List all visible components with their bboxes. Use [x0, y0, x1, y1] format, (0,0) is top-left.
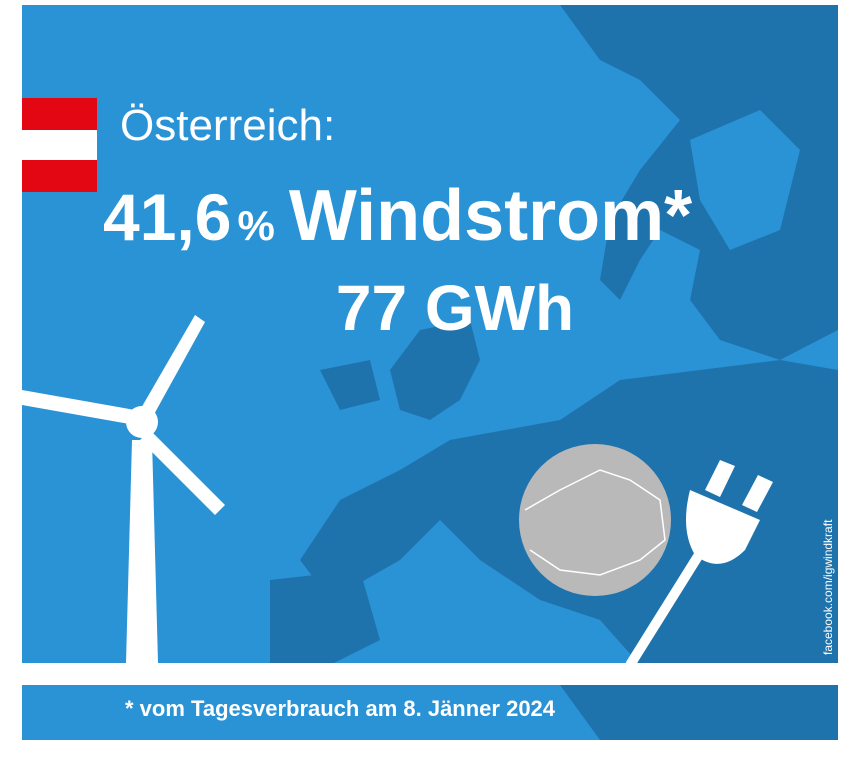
plug [625, 460, 773, 668]
share-unit: % [237, 202, 274, 249]
headline: 41,6% Windstrom* [103, 176, 692, 256]
label: Windstrom* [289, 176, 692, 256]
country: Österreich: [120, 101, 335, 150]
energy: 77 GWh [336, 272, 574, 344]
map [22, 5, 838, 740]
flag [22, 98, 97, 192]
ground-band [22, 663, 838, 685]
wind-turbine [22, 315, 225, 663]
credit: facebook.com/igwindkraft [821, 519, 835, 655]
austria-circle [519, 444, 671, 596]
footnote: * vom Tagesverbrauch am 8. Jänner 2024 [125, 696, 556, 721]
austria-outline [524, 469, 666, 576]
share: 41,6 [103, 180, 231, 254]
